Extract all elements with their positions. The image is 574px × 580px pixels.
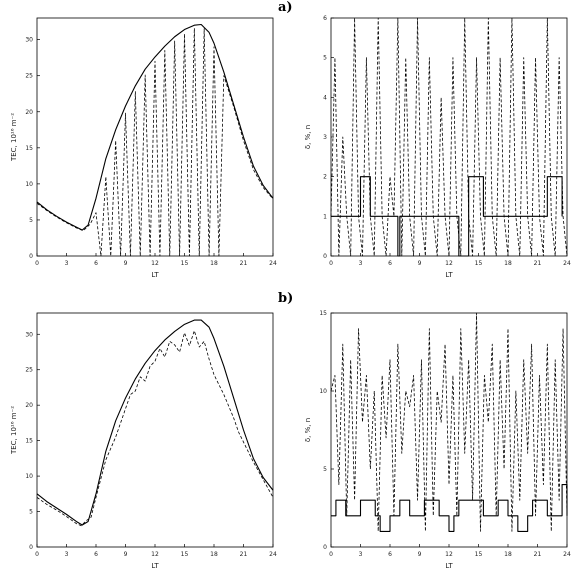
y-axis-label: δ, %, n <box>304 125 312 149</box>
x-tick-label: 15 <box>475 260 483 267</box>
solid-series-line <box>331 176 563 257</box>
y-tick-label: 5 <box>29 509 33 516</box>
chart-b-right: 0 3 6 9 12 15 18 21 24 0 5 10 15 LT δ, %, n <box>304 310 571 570</box>
y-tick-label: 20 <box>25 402 33 409</box>
y-tick-label: 0 <box>323 253 327 260</box>
x-tick-label: 3 <box>65 551 69 558</box>
solid-series-line <box>36 23 274 231</box>
x-tick-label: 18 <box>210 551 218 558</box>
x-tick-label: 9 <box>418 551 422 558</box>
y-tick-label: 4 <box>323 94 327 101</box>
dashed-series-line <box>36 330 274 527</box>
y-tick-label: 15 <box>25 438 33 445</box>
y-tick-label: 0 <box>29 544 33 551</box>
dashed-series-line <box>330 17 568 257</box>
x-tick-label: 9 <box>418 260 422 267</box>
y-tick-label: 2 <box>323 174 327 181</box>
dashed-series-line <box>36 27 274 257</box>
x-axis-label: LT <box>151 562 159 570</box>
y-tick-label: 10 <box>25 181 33 188</box>
dashed-series-line <box>330 312 568 532</box>
x-tick-label: 6 <box>94 260 98 267</box>
y-tick-label: 25 <box>25 73 33 80</box>
plot-frame <box>36 312 274 548</box>
x-tick-label: 15 <box>181 260 189 267</box>
y-tick-label: 5 <box>29 217 33 224</box>
x-tick-label: 21 <box>534 260 542 267</box>
x-tick-label: 0 <box>35 260 39 267</box>
y-tick-label: 1 <box>323 213 327 220</box>
x-tick-label: 21 <box>240 260 248 267</box>
x-tick-label: 6 <box>94 551 98 558</box>
x-tick-label: 9 <box>124 551 128 558</box>
x-tick-label: 18 <box>210 260 218 267</box>
x-tick-label: 24 <box>563 551 571 558</box>
y-tick-label: 0 <box>29 253 33 260</box>
solid-series-line <box>331 484 568 532</box>
y-axis-label: δ, %, n <box>304 418 312 442</box>
y-tick-label: 6 <box>323 15 327 22</box>
x-tick-label: 0 <box>329 260 333 267</box>
chart-a-left: 0 3 6 9 12 15 18 21 24 0 5 10 15 20 25 30 LT TEC, 10¹⁶ m⁻… <box>10 17 277 279</box>
x-tick-label: 6 <box>388 551 392 558</box>
x-tick-label: 12 <box>445 260 453 267</box>
x-tick-label: 24 <box>563 260 571 267</box>
x-tick-label: 12 <box>151 551 159 558</box>
y-tick-label: 30 <box>25 37 33 44</box>
y-tick-label: 10 <box>319 388 327 395</box>
x-tick-label: 15 <box>475 551 483 558</box>
y-tick-label: 5 <box>323 466 327 473</box>
panel-label-a: a) <box>278 0 293 15</box>
x-tick-label: 3 <box>359 260 363 267</box>
x-tick-label: 0 <box>35 551 39 558</box>
y-axis-label: TEC, 10¹⁶ m⁻² <box>10 113 18 162</box>
x-tick-label: 24 <box>269 551 277 558</box>
y-tick-label: 30 <box>25 331 33 338</box>
x-tick-label: 0 <box>329 551 333 558</box>
y-tick-label: 3 <box>323 134 327 141</box>
x-tick-label: 3 <box>359 551 363 558</box>
x-tick-label: 18 <box>504 260 512 267</box>
y-tick-label: 20 <box>25 109 33 116</box>
x-tick-label: 12 <box>445 551 453 558</box>
x-tick-label: 24 <box>269 260 277 267</box>
y-tick-label: 5 <box>323 55 327 62</box>
plot-frame <box>330 17 568 257</box>
x-tick-label: 21 <box>534 551 542 558</box>
x-tick-label: 6 <box>388 260 392 267</box>
y-tick-label: 10 <box>25 473 33 480</box>
y-axis-label: TEC, 10¹⁶ m⁻² <box>10 406 18 455</box>
x-tick-label: 9 <box>124 260 128 267</box>
x-tick-label: 3 <box>65 260 69 267</box>
solid-series-line <box>36 319 274 526</box>
x-axis-label: LT <box>151 271 159 279</box>
x-axis-label: LT <box>445 271 453 279</box>
panel-label-b: b) <box>278 291 293 306</box>
y-tick-label: 15 <box>319 310 327 317</box>
chart-b-left: 0 3 6 9 12 15 18 21 24 0 5 10 15 20 25 30 LT TEC, 10¹⁶ m⁻… <box>10 312 277 570</box>
plot-frame <box>36 17 274 257</box>
y-tick-label: 15 <box>25 145 33 152</box>
x-tick-label: 12 <box>151 260 159 267</box>
x-tick-label: 15 <box>181 551 189 558</box>
x-axis-label: LT <box>445 562 453 570</box>
y-tick-label: 0 <box>323 544 327 551</box>
y-tick-label: 25 <box>25 367 33 374</box>
x-tick-label: 18 <box>504 551 512 558</box>
x-tick-label: 21 <box>240 551 248 558</box>
